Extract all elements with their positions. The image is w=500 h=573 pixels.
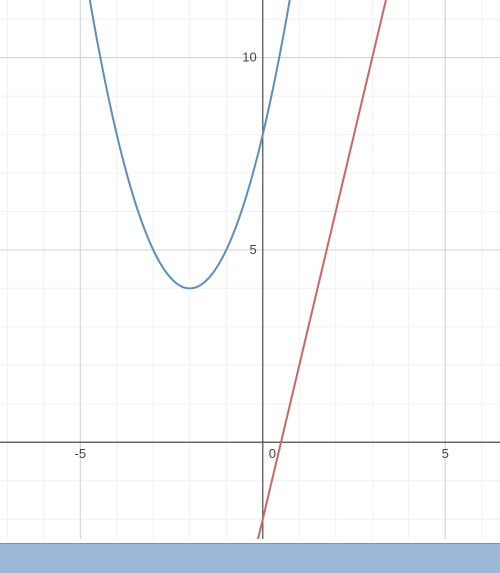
grid-minor (0, 0, 500, 573)
bottom-bar (0, 543, 500, 573)
chart-container: -5 0 5 5 10 (0, 0, 500, 573)
chart-svg: -5 0 5 5 10 (0, 0, 500, 573)
axis-label: 5 (250, 242, 257, 257)
axis-label: 10 (242, 50, 256, 65)
axis-label: 0 (269, 446, 276, 461)
axis-label: -5 (75, 446, 87, 461)
axis-label: 5 (442, 446, 449, 461)
curve-line (0, 0, 500, 573)
grid-major (0, 0, 500, 573)
